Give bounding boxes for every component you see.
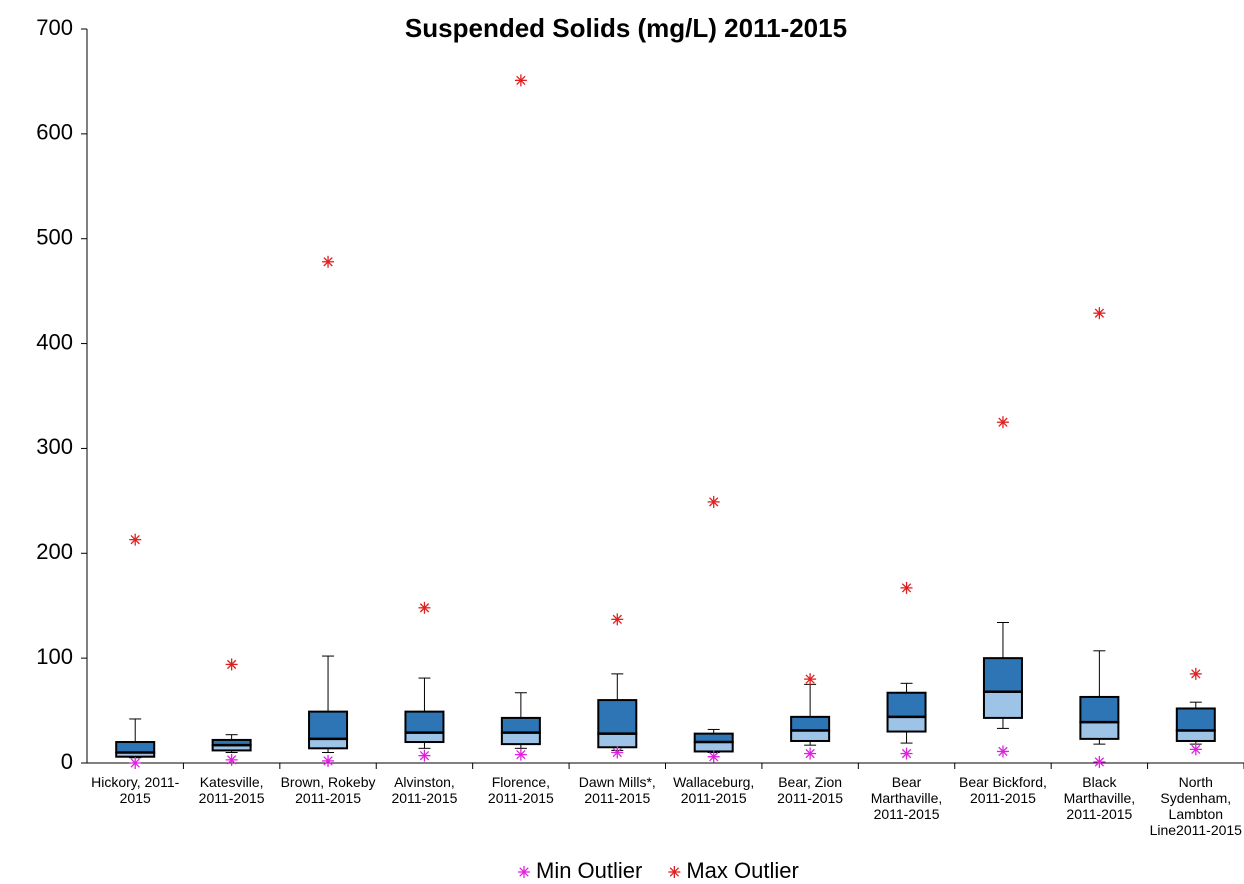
box-lower <box>886 715 927 733</box>
outlier-marker <box>900 747 913 760</box>
outlier-marker <box>514 74 527 87</box>
x-tick-label: Brown, Rokeby 2011-2015 <box>280 774 376 806</box>
outlier-marker <box>900 581 913 594</box>
box-upper <box>597 699 638 735</box>
y-tick-label: 100 <box>36 644 73 669</box>
marker-stroke <box>901 748 912 759</box>
marker-stroke <box>519 867 529 877</box>
outlier-marker <box>996 745 1009 758</box>
y-tick-label: 500 <box>36 225 73 250</box>
box-upper <box>500 716 541 734</box>
x-tick-label: Bear, Zion 2011-2015 <box>777 774 844 806</box>
x-tick-label: Wallaceburg, 2011-2015 <box>673 774 755 806</box>
outlier-marker <box>1093 307 1106 320</box>
marker-stroke <box>805 674 815 684</box>
x-tick-label: Dawn Mills*, 2011-2015 <box>578 774 656 806</box>
box-lower <box>790 729 831 742</box>
outlier-marker <box>225 753 238 766</box>
legend-label: Min Outlier <box>536 858 642 883</box>
box-lower <box>1175 729 1216 742</box>
x-tick-label: North Sydenham, Lambton Line2011-2015 <box>1149 774 1242 838</box>
y-tick-label: 400 <box>36 329 73 354</box>
outlier-marker <box>322 255 335 268</box>
marker-stroke <box>323 756 333 766</box>
marker-stroke <box>516 75 526 86</box>
x-tick-label: Katesville, 2011-2015 <box>198 774 265 806</box>
box-upper <box>886 691 927 718</box>
marker-stroke <box>419 603 430 613</box>
box-lower <box>597 732 638 749</box>
marker-stroke <box>709 752 719 762</box>
outlier-marker <box>707 495 720 508</box>
outlier-marker <box>418 749 431 762</box>
outlier-marker <box>1093 755 1106 768</box>
chart-title: Suspended Solids (mg/L) 2011-2015 <box>405 13 847 43</box>
outlier-marker <box>418 601 431 614</box>
y-tick-label: 200 <box>36 539 73 564</box>
box-upper <box>308 710 349 740</box>
outlier-marker <box>804 673 817 686</box>
outlier-marker <box>707 750 720 763</box>
box-upper <box>790 715 831 732</box>
box-upper <box>404 710 445 734</box>
box-lower <box>500 731 541 746</box>
x-tick-label: Alvinston, 2011-2015 <box>391 774 458 806</box>
legend-label: Max Outlier <box>686 858 798 883</box>
x-tick-label: Bear Bickford, 2011-2015 <box>958 774 1047 806</box>
marker-stroke <box>1191 744 1201 755</box>
outlier-marker <box>1189 667 1202 680</box>
marker-stroke <box>998 417 1008 427</box>
outlier-marker <box>225 658 238 671</box>
marker-stroke <box>901 583 912 593</box>
marker-stroke <box>998 746 1008 757</box>
outlier-marker <box>611 746 624 759</box>
box-upper <box>115 741 156 754</box>
y-tick-label: 300 <box>36 434 73 459</box>
outlier-marker <box>996 416 1009 429</box>
x-tick-label: Florence, 2011-2015 <box>487 774 554 806</box>
y-tick-label: 0 <box>61 749 73 774</box>
x-tick-label: Bear Marthaville, 2011-2015 <box>870 774 943 822</box>
outlier-marker <box>518 866 530 878</box>
marker-stroke <box>612 747 622 758</box>
outlier-marker <box>1189 743 1202 756</box>
box-upper <box>1175 707 1216 732</box>
outlier-marker <box>129 533 142 546</box>
outlier-marker <box>322 754 335 767</box>
marker-stroke <box>516 749 526 760</box>
y-tick-label: 600 <box>36 120 73 145</box>
box-lower <box>404 731 445 744</box>
marker-stroke <box>709 497 719 507</box>
outlier-marker <box>668 866 681 878</box>
box-lower <box>308 737 349 750</box>
x-tick-label: Hickory, 2011-2015 <box>91 774 180 806</box>
marker-stroke <box>669 867 680 877</box>
box-upper <box>1079 695 1120 724</box>
marker-stroke <box>419 751 430 761</box>
outlier-marker <box>129 757 142 769</box>
outlier-marker <box>514 748 527 761</box>
marker-stroke <box>226 755 237 765</box>
marker-stroke <box>226 659 237 670</box>
marker-stroke <box>323 257 333 267</box>
marker-stroke <box>1094 757 1105 767</box>
marker-stroke <box>805 748 815 759</box>
marker-stroke <box>130 534 140 545</box>
marker-stroke <box>130 758 140 768</box>
outlier-marker <box>804 747 817 760</box>
box-upper <box>982 657 1023 693</box>
marker-stroke <box>1094 308 1105 318</box>
x-tick-label: Black Marthaville, 2011-2015 <box>1063 774 1136 822</box>
box-lower <box>982 690 1023 719</box>
outlier-marker <box>611 613 624 626</box>
marker-stroke <box>612 614 622 625</box>
box-lower <box>693 741 734 753</box>
box-lower <box>1079 721 1120 740</box>
marker-stroke <box>1191 669 1201 679</box>
y-tick-label: 700 <box>36 15 73 40</box>
box-upper <box>693 732 734 744</box>
